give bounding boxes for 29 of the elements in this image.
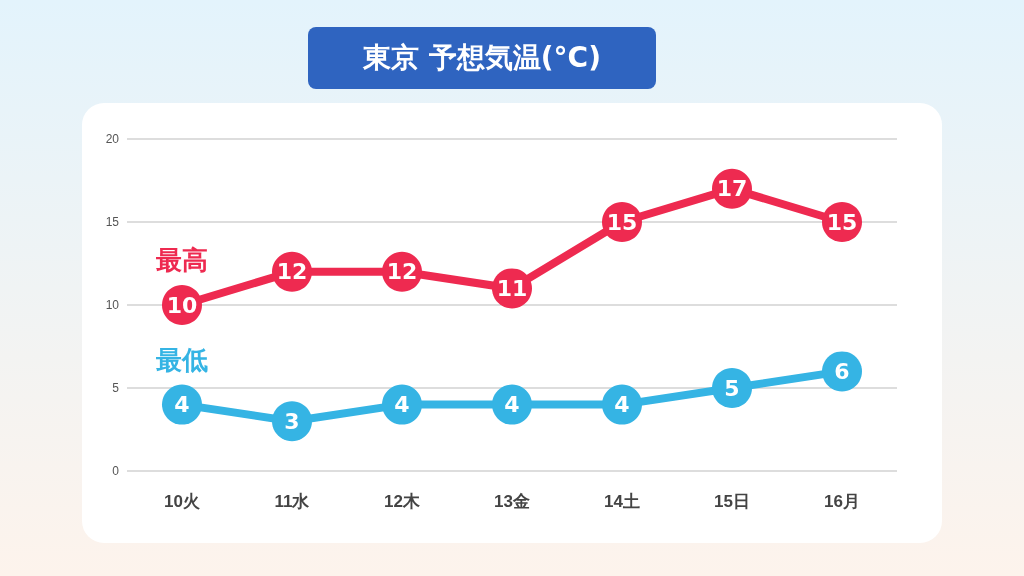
data-label: 11 [496, 275, 528, 301]
data-label: 12 [276, 259, 308, 285]
x-tick-label: 11水 [274, 492, 311, 511]
chart-title: 東京 予想気温(°C) [308, 27, 656, 89]
x-tick-label: 15日 [714, 492, 750, 511]
y-tick-label: 5 [112, 381, 120, 395]
data-label: 17 [716, 176, 748, 202]
data-label: 10 [166, 292, 198, 318]
data-label: 3 [284, 408, 300, 434]
x-tick-label: 12木 [384, 492, 421, 511]
data-label: 4 [394, 392, 410, 418]
y-tick-label: 0 [112, 464, 120, 478]
data-label: 15 [606, 209, 638, 235]
x-tick-label: 13金 [494, 492, 530, 511]
x-tick-label: 16月 [824, 492, 860, 511]
data-label: 15 [826, 209, 858, 235]
x-tick-label: 10火 [164, 492, 201, 511]
x-tick-label: 14土 [604, 492, 640, 511]
data-label: 4 [174, 392, 190, 418]
y-tick-label: 20 [105, 132, 120, 146]
series-label: 最低 [155, 344, 208, 375]
data-label: 12 [386, 259, 418, 285]
data-label: 4 [614, 392, 630, 418]
data-label: 5 [724, 375, 740, 401]
data-label: 6 [834, 358, 850, 384]
series-label: 最高 [155, 245, 208, 275]
data-label: 4 [504, 392, 520, 418]
y-tick-label: 15 [105, 215, 120, 229]
y-tick-label: 10 [105, 298, 120, 312]
